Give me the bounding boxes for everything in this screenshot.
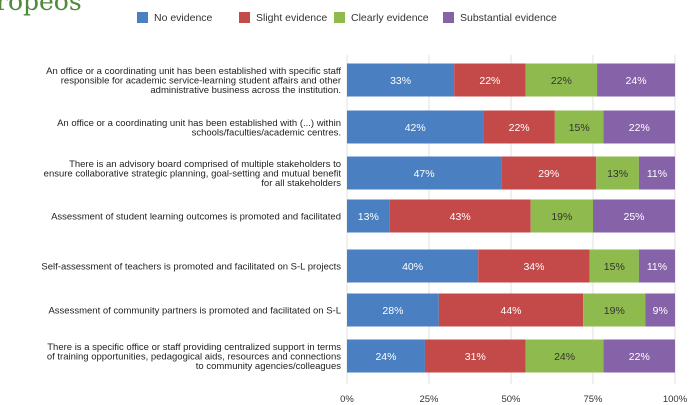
data-label: 11% <box>647 261 667 273</box>
bar-segment-slight-evidence <box>438 293 584 327</box>
bar-segment-slight-evidence <box>478 249 590 283</box>
bar-segment-substantial-evidence <box>638 249 675 283</box>
data-label: 22% <box>551 75 572 87</box>
bar-segment-slight-evidence <box>483 110 555 144</box>
legend-swatch-substantial-evidence <box>443 12 454 23</box>
bar-segment-clearly-evidence <box>530 199 593 233</box>
category-label: There is a specific office or staff prov… <box>47 342 341 372</box>
legend-label-slight-evidence: Slight evidence <box>256 12 327 24</box>
bar-segment-clearly-evidence <box>525 63 598 97</box>
legend: No evidence Slight evidence Clearly eviden… <box>137 12 557 24</box>
bar-segment-no-evidence <box>347 199 390 233</box>
legend-label-substantial-evidence: Substantial evidence <box>460 12 557 24</box>
data-label: 43% <box>450 211 471 223</box>
data-label: 24% <box>626 75 647 87</box>
data-label: 47% <box>414 168 435 180</box>
x-tick-label: 50% <box>501 394 521 405</box>
data-label: 29% <box>538 168 559 180</box>
data-label: 15% <box>569 122 590 134</box>
bar-segment-substantial-evidence <box>603 110 675 144</box>
data-label: 11% <box>647 168 667 180</box>
bar-segment-substantial-evidence <box>638 156 675 190</box>
data-label: 40% <box>402 261 423 273</box>
data-label: 31% <box>465 351 486 363</box>
data-label: 34% <box>523 261 544 273</box>
legend-label-no-evidence: No evidence <box>154 12 213 24</box>
bar-segment-no-evidence <box>347 293 439 327</box>
heading-fragment: ropeos <box>0 0 82 16</box>
category-label: An office or a coordinating unit has bee… <box>57 118 341 139</box>
bar-segment-slight-evidence <box>501 156 597 190</box>
bar-segment-clearly-evidence <box>525 339 604 373</box>
bar-segment-slight-evidence <box>424 339 526 373</box>
bar-segment-substantial-evidence <box>603 339 675 373</box>
bar-segment-substantial-evidence <box>593 199 675 233</box>
legend-label-clearly-evidence: Clearly evidence <box>351 12 429 24</box>
data-label: 15% <box>604 261 625 273</box>
data-label: 22% <box>479 75 500 87</box>
bar-segment-clearly-evidence <box>589 249 639 283</box>
bar-segment-no-evidence <box>347 156 502 190</box>
x-tick-label: 0% <box>340 394 354 405</box>
bar-segment-slight-evidence <box>454 63 526 97</box>
data-label: 13% <box>358 211 379 223</box>
bar-segment-slight-evidence <box>389 199 531 233</box>
data-label: 24% <box>375 351 396 363</box>
x-tick-label: 25% <box>419 394 439 405</box>
category-label: There is an advisory board comprised of … <box>44 159 342 189</box>
data-label: 22% <box>629 122 650 134</box>
x-tick-label: 75% <box>583 394 603 405</box>
bar-segment-substantial-evidence <box>645 293 675 327</box>
data-label: 13% <box>607 168 628 180</box>
bar-segment-clearly-evidence <box>596 156 639 190</box>
data-label: 19% <box>551 211 572 223</box>
category-labels: An office or a coordinating unit has bee… <box>41 66 341 372</box>
bar-segment-substantial-evidence <box>597 63 675 97</box>
data-label: 33% <box>390 75 411 87</box>
data-label: 44% <box>500 305 521 317</box>
x-axis-ticks: 0% 25% 50% 75% 100% <box>340 394 688 405</box>
bar-segment-no-evidence <box>347 339 425 373</box>
bar-segment-no-evidence <box>347 249 479 283</box>
legend-swatch-clearly-evidence <box>334 12 345 23</box>
data-label: 28% <box>382 305 403 317</box>
data-label: 24% <box>554 351 575 363</box>
legend-swatch-slight-evidence <box>239 12 250 23</box>
data-label: 9% <box>653 305 668 317</box>
category-label: Assessment of community partners is prom… <box>48 306 341 317</box>
category-label: Assessment of student learning outcomes … <box>51 212 341 223</box>
data-label: 19% <box>604 305 625 317</box>
bar-segment-no-evidence <box>347 63 455 97</box>
x-tick-label: 100% <box>663 394 688 405</box>
category-label: Self-assessment of teachers is promoted … <box>41 262 341 273</box>
data-label: 22% <box>629 351 650 363</box>
legend-swatch-no-evidence <box>137 12 148 23</box>
data-label: 42% <box>405 122 426 134</box>
bar-segment-clearly-evidence <box>583 293 646 327</box>
data-label: 22% <box>509 122 530 134</box>
bars: 33% 22% 22% 24% 42% 22% 15% 22% 47% 29% 13% 11% 13% 4… <box>347 63 675 373</box>
bar-segment-clearly-evidence <box>554 110 604 144</box>
data-label: 25% <box>623 211 644 223</box>
category-label: An office or a coordinating unit has bee… <box>46 66 341 96</box>
bar-segment-no-evidence <box>347 110 484 144</box>
